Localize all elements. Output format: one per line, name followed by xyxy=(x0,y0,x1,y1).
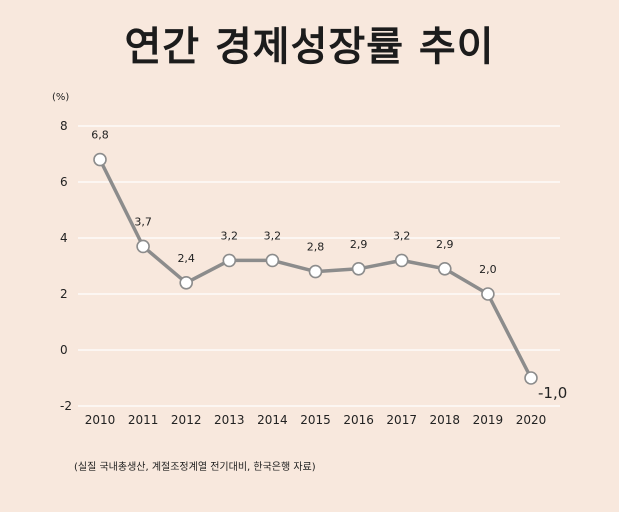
data-label: -1,0 xyxy=(538,384,567,402)
data-point xyxy=(136,239,150,254)
x-tick-label: 2020 xyxy=(516,413,547,427)
data-label: 2,9 xyxy=(350,238,368,251)
y-axis-unit-label: (%) xyxy=(52,92,70,103)
x-tick-label: 2015 xyxy=(300,413,331,427)
data-point xyxy=(351,261,366,276)
y-tick-label: 4 xyxy=(60,231,68,245)
x-tick-label: 2018 xyxy=(430,413,461,427)
x-tick-label: 2019 xyxy=(473,413,504,427)
chart-title: 연간 경제성장률 추이 xyxy=(124,24,495,70)
data-label: 3,2 xyxy=(393,229,411,242)
x-tick-label: 2016 xyxy=(343,413,374,427)
data-point xyxy=(93,152,107,167)
source-note: (실질 국내총생산, 계절조정계열 전기대비, 한국은행 자료) xyxy=(74,462,316,473)
x-tick-label: 2017 xyxy=(386,413,417,427)
data-point xyxy=(524,371,538,385)
x-tick-label: 2010 xyxy=(85,413,116,427)
data-label: 3,2 xyxy=(264,229,282,242)
data-point xyxy=(179,275,193,290)
data-point xyxy=(222,253,237,268)
x-tick-label: 2014 xyxy=(257,413,288,427)
data-point xyxy=(394,253,409,268)
data-point xyxy=(437,261,452,276)
data-label: 2,9 xyxy=(436,238,454,251)
data-label: 6,8 xyxy=(91,129,109,142)
data-label: 2,0 xyxy=(479,263,497,276)
data-labels-group: 6,8 3,7 2,4 3,2 3,2 2,8 2,9 3,2 2,9 2,0 -1,0 xyxy=(91,129,567,402)
x-tick-label: 2011 xyxy=(128,413,159,427)
y-tick-label: 0 xyxy=(60,343,68,357)
x-tick-label: 2012 xyxy=(171,413,202,427)
data-point xyxy=(265,253,280,268)
data-label: 3,2 xyxy=(221,229,239,242)
x-tick-label: 2013 xyxy=(214,413,245,427)
y-tick-label: 6 xyxy=(60,175,68,189)
data-label: 3,7 xyxy=(134,215,152,228)
gridlines xyxy=(78,125,560,407)
y-tick-label: 2 xyxy=(60,287,68,301)
y-tick-label: 8 xyxy=(60,119,68,133)
y-tick-label: -2 xyxy=(60,399,72,413)
data-label: 2,4 xyxy=(177,252,195,265)
data-points-group xyxy=(93,152,538,385)
y-axis-ticks: 8 6 4 2 0 -2 xyxy=(60,119,72,413)
data-point xyxy=(308,264,323,279)
data-label: 2,8 xyxy=(307,241,325,254)
data-point xyxy=(481,287,495,301)
x-axis-ticks: 2010 2011 2012 2013 2014 2015 2016 2017 2018 2019… xyxy=(85,413,547,427)
